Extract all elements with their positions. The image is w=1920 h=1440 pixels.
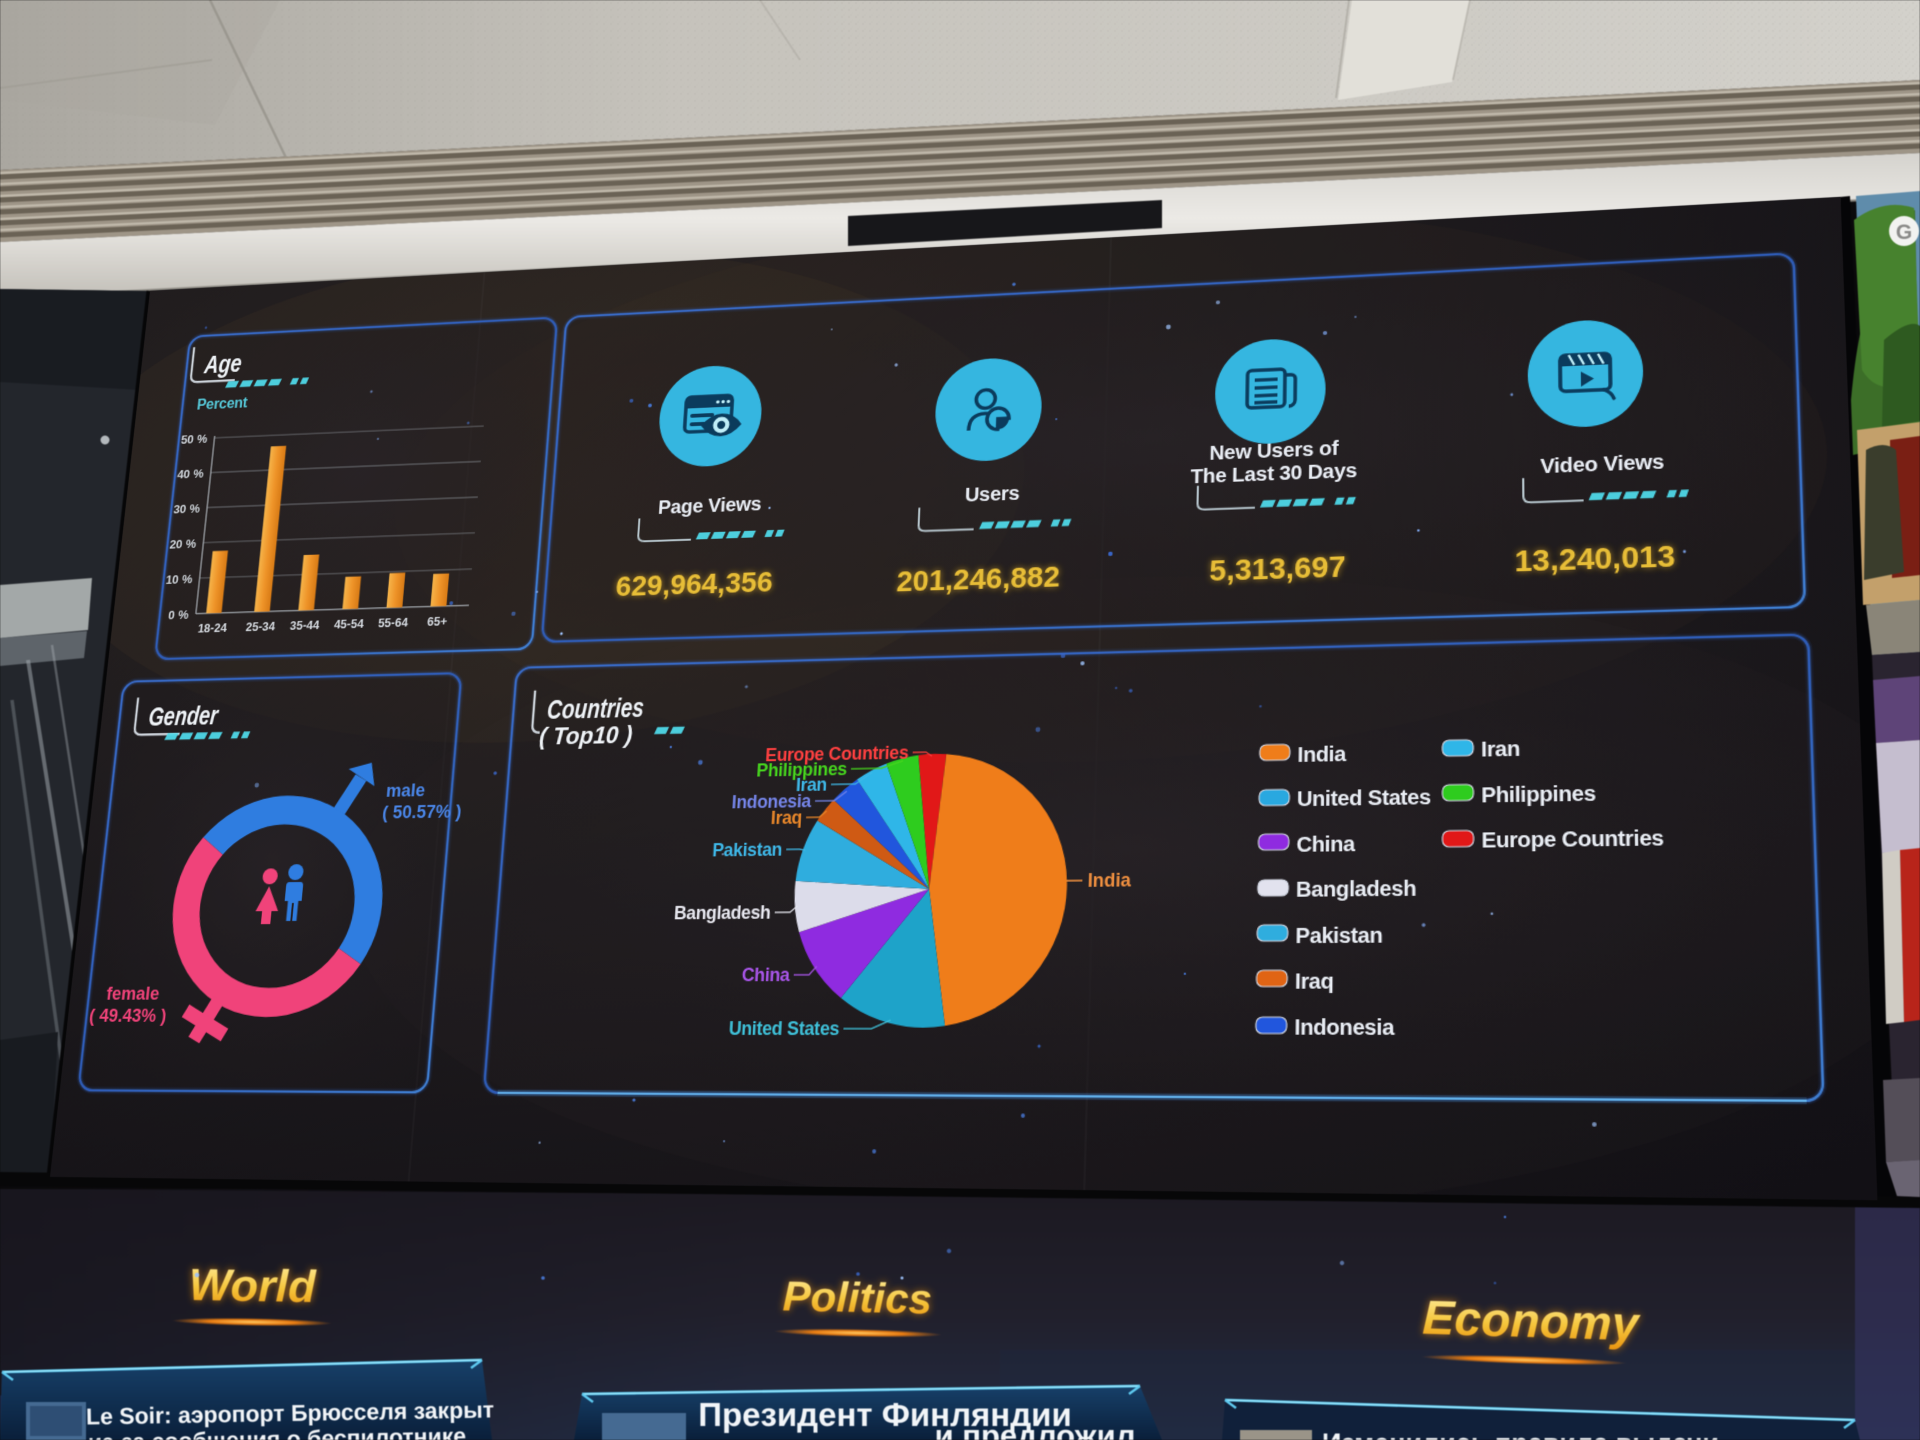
svg-text:10 %: 10 %	[165, 573, 193, 587]
svg-text:Philippines: Philippines	[756, 760, 847, 782]
svg-text:и предложил: и предложил	[935, 1418, 1136, 1440]
svg-text:Iran: Iran	[1481, 736, 1520, 761]
svg-text:0 %: 0 %	[168, 609, 190, 623]
svg-text:13,240,013: 13,240,013	[1514, 540, 1675, 579]
svg-text:Age: Age	[202, 350, 243, 380]
svg-text:( 49.43% ): ( 49.43% )	[88, 1007, 167, 1027]
svg-text:Pakistan: Pakistan	[712, 840, 783, 861]
svg-text:Bangladesh: Bangladesh	[1296, 876, 1416, 902]
svg-text:Изменились правила выдачи: Изменились правила выдачи	[1322, 1428, 1719, 1440]
svg-text:China: China	[741, 965, 791, 986]
svg-text:World: World	[189, 1259, 318, 1312]
svg-text:( 50.57% ): ( 50.57% )	[381, 802, 462, 823]
svg-text:G: G	[1896, 221, 1912, 244]
svg-text:13,240,013: 13,240,013	[1514, 540, 1675, 579]
svg-text:India: India	[1087, 871, 1132, 892]
svg-text:Percent: Percent	[196, 393, 249, 412]
svg-text:Iraq: Iraq	[770, 808, 802, 829]
svg-text:male: male	[385, 781, 426, 801]
svg-text:Europe Countries: Europe Countries	[1481, 825, 1664, 852]
svg-text:201,246,882: 201,246,882	[896, 561, 1061, 598]
svg-text:Philippines: Philippines	[1481, 781, 1596, 808]
svg-text:Iran: Iran	[795, 775, 827, 795]
svg-text:Users: Users	[964, 481, 1019, 506]
svg-text:50 %: 50 %	[180, 433, 208, 447]
svg-text:Bangladesh: Bangladesh	[673, 903, 771, 924]
svg-text:United States: United States	[728, 1019, 840, 1040]
svg-text:( Top10 ): ( Top10 )	[538, 722, 633, 750]
svg-text:20 %: 20 %	[169, 538, 197, 552]
svg-text:5,313,697: 5,313,697	[1209, 551, 1346, 588]
svg-text:18-24: 18-24	[197, 622, 227, 636]
svg-text:Europe Countries: Europe Countries	[765, 743, 909, 766]
svg-text:Politics: Politics	[782, 1272, 932, 1322]
svg-text:35-44: 35-44	[289, 619, 320, 633]
svg-text:Indonesia: Indonesia	[731, 792, 812, 813]
svg-text:female: female	[105, 985, 160, 1005]
svg-text:из-за сообщения о беспилотнике: из-за сообщения о беспилотнике	[88, 1423, 466, 1440]
svg-text:30 %: 30 %	[173, 503, 201, 517]
svg-text:40 %: 40 %	[176, 468, 204, 482]
svg-text:5,313,697: 5,313,697	[1209, 551, 1346, 588]
svg-text:Countries: Countries	[546, 693, 645, 725]
svg-text:Politics: Politics	[782, 1272, 932, 1322]
svg-text:201,246,882: 201,246,882	[896, 561, 1061, 598]
svg-text:Video Views: Video Views	[1540, 450, 1664, 478]
svg-text:Economy: Economy	[1422, 1292, 1642, 1352]
svg-text:629,964,356: 629,964,356	[615, 566, 774, 602]
svg-text:Iraq: Iraq	[1295, 968, 1334, 993]
svg-text:Page Views: Page Views	[657, 492, 762, 518]
svg-text:Pakistan: Pakistan	[1295, 923, 1382, 949]
svg-text:China: China	[1296, 831, 1356, 856]
svg-text:65+: 65+	[427, 615, 448, 629]
svg-text:25-34: 25-34	[245, 620, 275, 634]
svg-text:Indonesia: Indonesia	[1294, 1014, 1395, 1040]
svg-text:45-54: 45-54	[333, 618, 364, 632]
svg-text:Президент Финляндии: Президент Финляндии	[698, 1396, 1072, 1433]
svg-text:Economy: Economy	[1422, 1292, 1642, 1352]
svg-text:New Users of: New Users of	[1209, 436, 1339, 464]
svg-text:Gender: Gender	[147, 701, 221, 732]
svg-text:United States: United States	[1297, 785, 1431, 812]
svg-text:55-64: 55-64	[377, 616, 408, 630]
svg-text:World: World	[189, 1259, 318, 1312]
svg-text:629,964,356: 629,964,356	[615, 566, 774, 602]
svg-text:India: India	[1297, 742, 1346, 767]
